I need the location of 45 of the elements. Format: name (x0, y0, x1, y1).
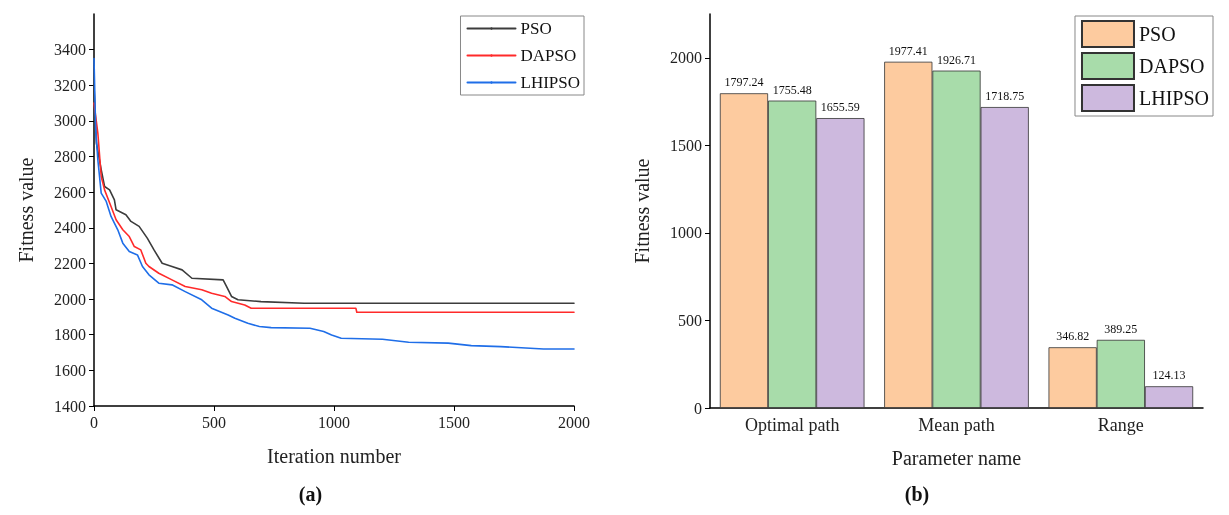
x-axis-title: Iteration number (267, 445, 402, 467)
legend-label: LHIPSO (520, 73, 581, 92)
x-tick-label: Optimal path (744, 415, 840, 435)
y-axis-title: Fitness value (631, 158, 653, 264)
data-label: 1718.75 (985, 89, 1025, 104)
y-axis-title: Fitness value (15, 157, 37, 263)
y-tick-label: 0 (694, 399, 702, 417)
y-tick-label: 1500 (670, 136, 702, 154)
y-tick-label: 3400 (54, 41, 86, 59)
data-label: 346.82 (1056, 329, 1090, 344)
data-label: 124.13 (1152, 368, 1186, 383)
legend-label: PSO (520, 19, 552, 38)
x-tick-label: Mean path (918, 415, 995, 435)
y-tick-label: 1600 (54, 361, 86, 379)
x-axis-title: Parameter name (891, 447, 1022, 469)
text: (a) (298, 483, 323, 506)
data-label: 389.25 (1104, 321, 1138, 336)
y-tick-label: 2800 (54, 148, 86, 166)
data-label: 1797.24 (724, 75, 764, 90)
y-tick-label: 2000 (54, 290, 86, 308)
legend-label: PSO (1138, 23, 1176, 45)
y-tick-label: 2600 (54, 183, 86, 201)
y-tick-label: 3000 (54, 112, 86, 130)
y-tick-label: 3200 (54, 76, 86, 94)
y-tick-label: 2200 (54, 254, 86, 272)
x-tick-label: 1000 (318, 413, 350, 431)
y-tick-label: 1800 (54, 326, 86, 344)
y-tick-label: 500 (678, 311, 702, 329)
x-tick-label: 1500 (438, 413, 470, 431)
data-label: 1755.48 (772, 82, 812, 97)
y-tick-label: 2400 (54, 219, 86, 237)
x-tick-label: 0 (90, 413, 98, 431)
legend-label: DAPSO (520, 46, 577, 65)
text: (b) (904, 483, 930, 506)
data-label: 1655.59 (820, 100, 860, 115)
y-tick-label: 1400 (54, 397, 86, 415)
legend-label: DAPSO (1138, 55, 1205, 77)
data-label: 1926.71 (937, 52, 976, 67)
x-tick-label: 2000 (558, 413, 590, 431)
data-label: 1977.41 (888, 43, 928, 58)
y-tick-label: 2000 (670, 49, 702, 67)
x-tick-label: Range (1097, 415, 1144, 435)
x-tick-label: 500 (202, 413, 226, 431)
y-tick-label: 1000 (670, 224, 702, 242)
legend-label: LHIPSO (1138, 87, 1210, 109)
